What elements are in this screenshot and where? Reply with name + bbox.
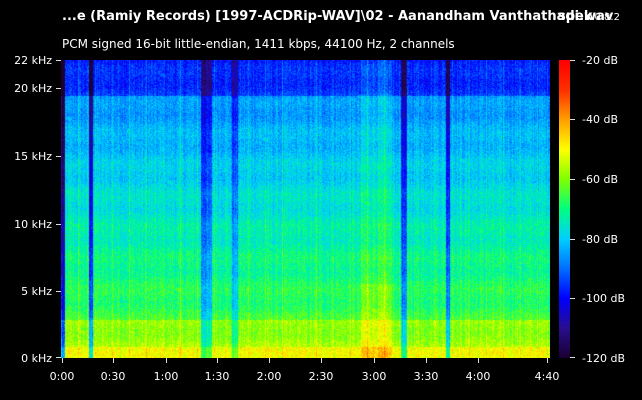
app-name: spek bbox=[558, 9, 593, 24]
db-label-minus40: -40 dB bbox=[582, 113, 618, 126]
time-tick bbox=[374, 358, 375, 363]
db-label-minus20: -20 dB bbox=[582, 54, 618, 67]
time-tick bbox=[62, 358, 63, 363]
db-tick bbox=[570, 239, 575, 240]
time-label-3-30: 3:30 bbox=[413, 370, 439, 383]
time-tick bbox=[547, 358, 548, 363]
db-tick bbox=[570, 179, 575, 180]
freq-label-20k: 20 kHz bbox=[14, 82, 52, 95]
freq-tick bbox=[56, 88, 61, 89]
freq-tick bbox=[56, 291, 61, 292]
file-title: ...e (Ramiy Records) [1997-ACDRip-WAV]\0… bbox=[62, 9, 614, 24]
time-tick bbox=[113, 358, 114, 363]
time-tick bbox=[166, 358, 167, 363]
db-tick bbox=[570, 119, 575, 120]
freq-tick bbox=[56, 60, 61, 61]
db-label-minus120: -120 dB bbox=[582, 352, 625, 365]
time-label-1-30: 1:30 bbox=[204, 370, 230, 383]
db-label-minus80: -80 dB bbox=[582, 233, 618, 246]
time-label-0-30: 0:30 bbox=[100, 370, 126, 383]
freq-label-10k: 10 kHz bbox=[14, 218, 52, 231]
time-label-1-00: 1:00 bbox=[153, 370, 179, 383]
freq-label-0k: 0 kHz bbox=[21, 352, 52, 365]
time-label-3-00: 3:00 bbox=[361, 370, 387, 383]
time-tick bbox=[478, 358, 479, 363]
freq-tick bbox=[56, 224, 61, 225]
time-label-4-00: 4:00 bbox=[465, 370, 491, 383]
freq-tick bbox=[56, 357, 61, 358]
spectrogram-plot bbox=[61, 60, 550, 358]
time-label-2-00: 2:00 bbox=[256, 370, 282, 383]
time-tick bbox=[321, 358, 322, 363]
stream-info: PCM signed 16-bit little-endian, 1411 kb… bbox=[62, 37, 455, 51]
db-label-minus100: -100 dB bbox=[582, 292, 625, 305]
time-tick bbox=[426, 358, 427, 363]
db-label-minus60: -60 dB bbox=[582, 173, 618, 186]
time-label-4-40: 4:40 bbox=[534, 370, 560, 383]
db-colorbar bbox=[559, 60, 570, 358]
app-version: 0.8.2 bbox=[594, 12, 620, 23]
app-logo: spek 0.8.2 bbox=[558, 9, 620, 24]
time-label-2-30: 2:30 bbox=[308, 370, 334, 383]
db-tick bbox=[570, 298, 575, 299]
freq-label-22k: 22 kHz bbox=[14, 54, 52, 67]
time-tick bbox=[269, 358, 270, 363]
freq-label-5k: 5 kHz bbox=[21, 285, 52, 298]
db-tick bbox=[570, 60, 575, 61]
freq-tick bbox=[56, 156, 61, 157]
freq-label-15k: 15 kHz bbox=[14, 150, 52, 163]
time-label-0-00: 0:00 bbox=[49, 370, 75, 383]
time-tick bbox=[217, 358, 218, 363]
db-tick bbox=[570, 357, 575, 358]
